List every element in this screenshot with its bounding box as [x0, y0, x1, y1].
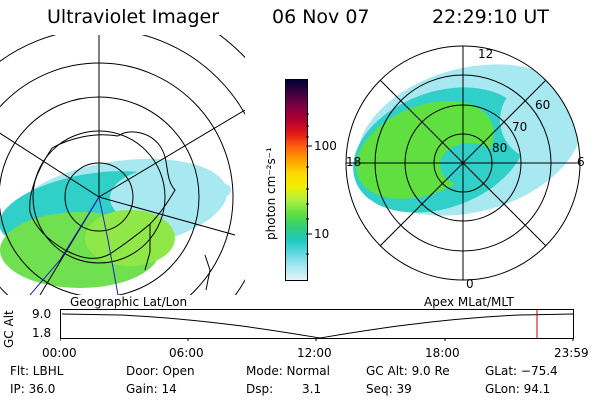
timeline-ytick-high: 9.0: [32, 307, 52, 321]
aurora-green-2: [85, 210, 175, 266]
colorbar-ticks: [306, 113, 312, 255]
timeline-ylabel: GC Alt: [2, 310, 16, 348]
filter-info: Flt: LBHL: [10, 364, 64, 378]
mlt-label-18: 18: [346, 155, 362, 169]
mlat-label-60: 60: [535, 98, 551, 112]
instrument-title: Ultraviolet Imager: [47, 6, 220, 28]
mode-info: Mode: Normal: [246, 364, 330, 378]
seq-info: Seq: 39: [366, 382, 412, 396]
timeline-xtick-1200: 12:00: [297, 346, 332, 360]
colorbar-tick-10: 10: [314, 227, 330, 241]
glon-info: GLon: 94.1: [485, 382, 551, 396]
colorbar: [285, 79, 308, 281]
timeline-xtick-0000: 00:00: [42, 346, 77, 360]
timeline-xtick-0600: 06:00: [169, 346, 204, 360]
time-label: 22:29:10 UT: [432, 6, 549, 28]
mlat-label-70: 70: [512, 120, 528, 134]
apex-panel-label: Apex MLat/MLT: [424, 295, 514, 309]
colorbar-unit-label: photon cm⁻²s⁻¹: [264, 147, 278, 240]
mlat-label-80: 80: [492, 141, 508, 155]
geographic-map: [0, 35, 245, 295]
mlt-label-12: 12: [478, 47, 494, 61]
dsp-label: Dsp:: [246, 382, 274, 396]
ip-info: IP: 36.0: [10, 382, 56, 396]
date-label: 06 Nov 07: [272, 6, 370, 28]
altitude-curve: [61, 313, 574, 339]
altitude-timeline: [60, 309, 574, 341]
satellite-track: [98, 196, 119, 295]
colorbar-tick-100: 100: [314, 139, 337, 153]
gc-alt-info: GC Alt: 9.0 Re: [366, 364, 450, 378]
mlt-label-6: 6: [577, 155, 585, 169]
aurora-patch: [22, 191, 58, 209]
mlt-label-0: 0: [466, 277, 474, 291]
gain-info: Gain: 14: [126, 382, 177, 396]
aurora-edge: [219, 184, 231, 196]
geographic-panel-label: Geographic Lat/Lon: [70, 295, 188, 309]
glat-info: GLat: −75.4: [485, 364, 558, 378]
timeline-ytick-low: 1.8: [32, 326, 52, 340]
timeline-xtick-1800: 18:00: [425, 346, 460, 360]
dsp-value: 3.1: [302, 382, 322, 396]
timeline-xtick-2359: 23:59: [554, 346, 589, 360]
door-info: Door: Open: [126, 364, 195, 378]
mlat-mlt-polar-plot: [345, 45, 581, 281]
aurora-inner: [440, 143, 500, 187]
